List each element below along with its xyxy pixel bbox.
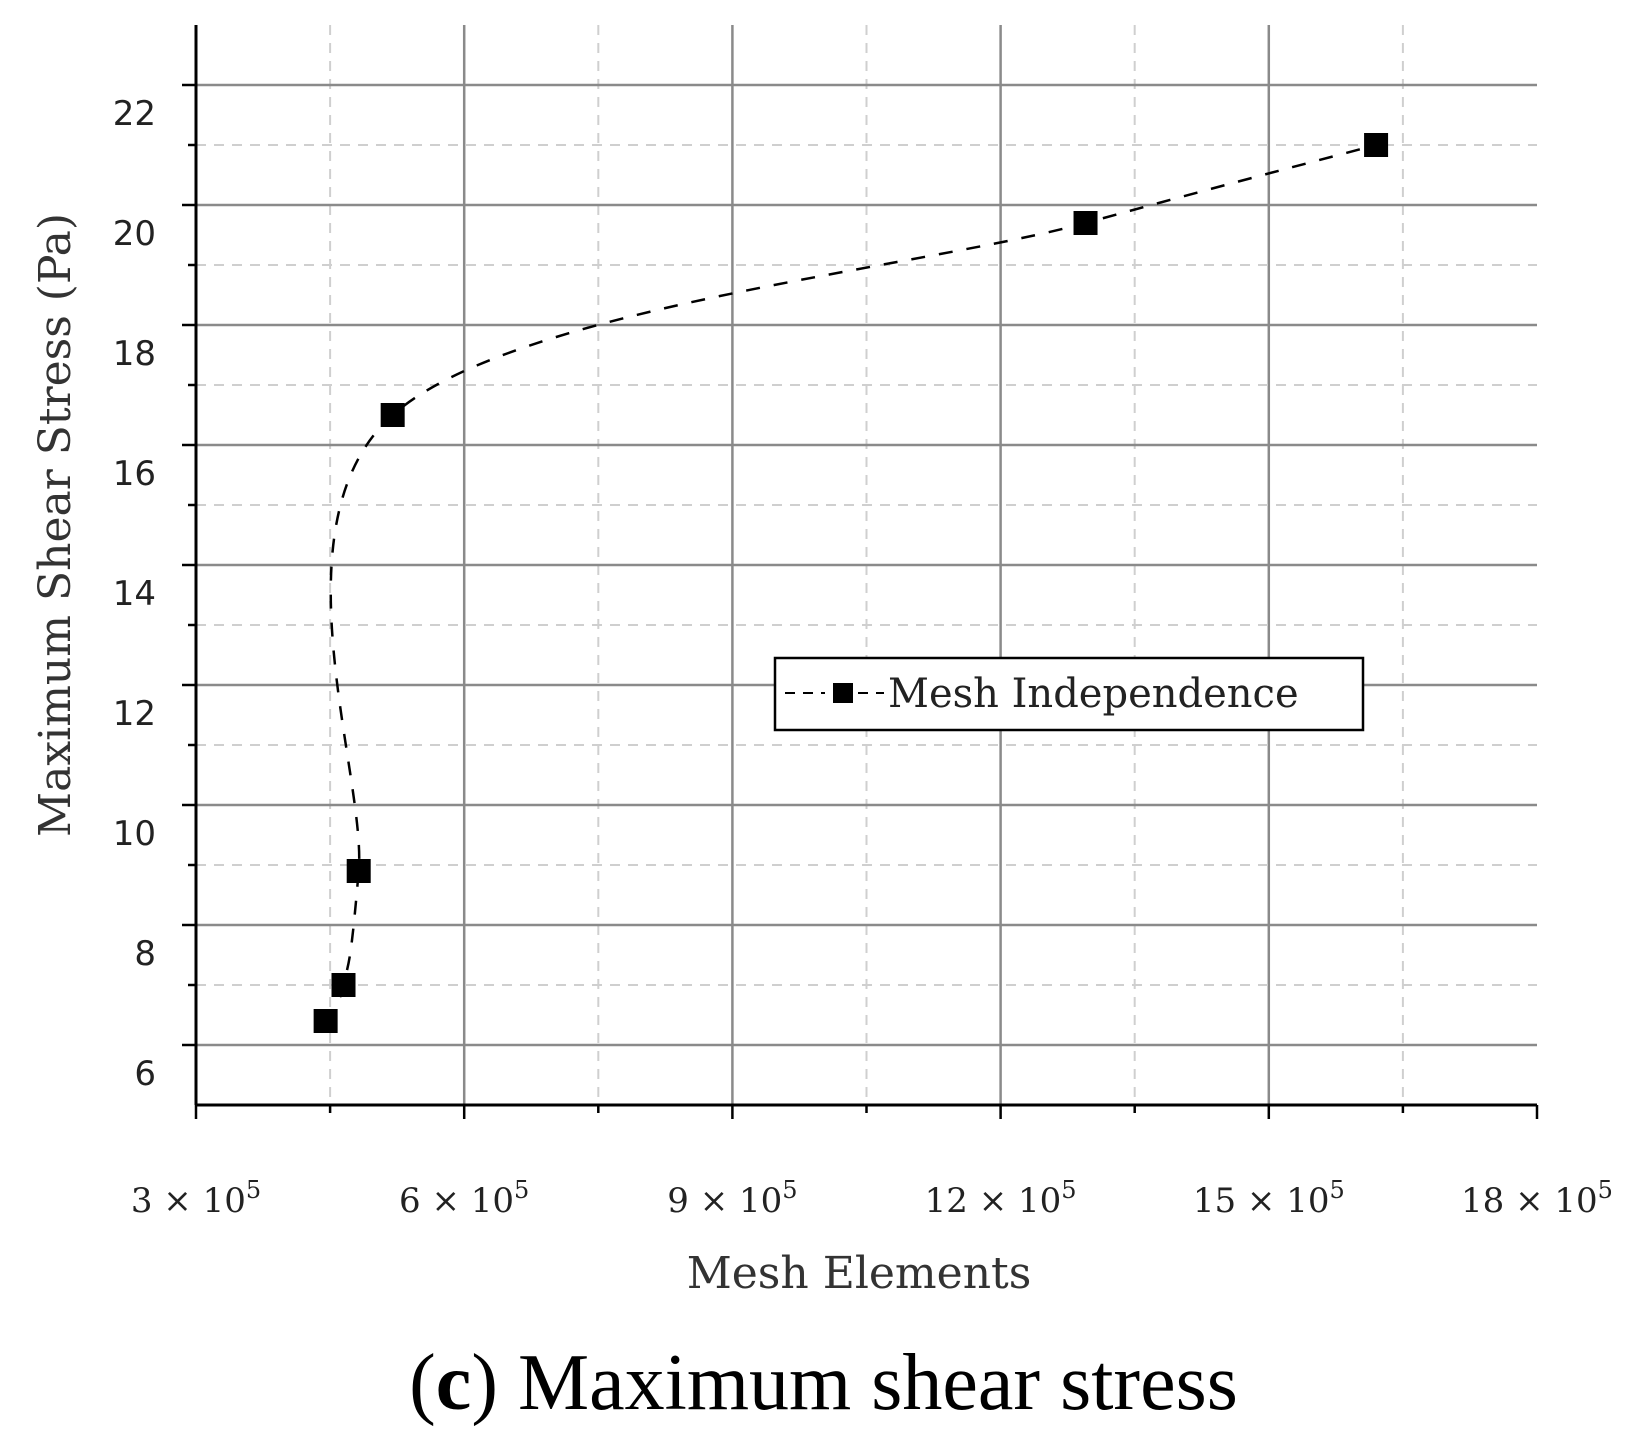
data-point-marker	[1073, 211, 1098, 235]
chart: 6 8 10 12 14 16 18 20 22 3 × 105 6 × 105 9 × 105 12…	[30, 25, 1613, 1299]
series-line	[324, 143, 1377, 1022]
y-axis-title: Maximum Shear Stress (Pa)	[30, 213, 81, 837]
x-tick-label: 6 × 105	[399, 1176, 529, 1221]
x-axis-title: Mesh Elements	[687, 1248, 1032, 1299]
y-tick-label: 14	[113, 574, 156, 614]
caption-text: Maximum shear stress	[497, 1339, 1238, 1427]
x-tick-label: 18 × 105	[1461, 1176, 1613, 1221]
axes	[182, 25, 1539, 1119]
y-tick-label: 12	[113, 694, 156, 734]
y-tick-label: 8	[134, 934, 156, 974]
y-tick-label: 16	[113, 454, 156, 494]
x-tick-labels: 3 × 105 6 × 105 9 × 105 12 × 105 15 × 105 18 …	[131, 1176, 1613, 1221]
figure-caption: (c) Maximum shear stress	[409, 1339, 1238, 1427]
x-tick-label: 3 × 105	[131, 1176, 261, 1221]
series	[313, 133, 1389, 1033]
x-tick-label: 9 × 105	[667, 1176, 797, 1221]
legend-box	[773, 656, 1365, 732]
data-point-marker	[346, 859, 371, 883]
legend-marker	[833, 683, 853, 703]
x-tick-label: 12 × 105	[925, 1176, 1077, 1221]
data-point-marker	[1364, 133, 1389, 157]
y-tick-label: 6	[134, 1054, 156, 1094]
legend: Mesh Independence	[773, 656, 1365, 732]
caption-letter: c	[435, 1339, 472, 1427]
y-tick-label: 20	[113, 214, 156, 254]
grid	[196, 25, 1537, 1105]
data-point-marker	[380, 403, 405, 427]
data-point-marker	[331, 973, 356, 997]
y-tick-labels: 6 8 10 12 14 16 18 20 22	[113, 94, 156, 1094]
x-tick-label: 15 × 105	[1193, 1176, 1345, 1221]
y-tick-label: 18	[113, 334, 156, 374]
y-tick-label: 22	[113, 94, 156, 134]
y-tick-label: 10	[113, 814, 156, 854]
legend-label: Mesh Independence	[888, 671, 1299, 717]
data-point-marker	[313, 1009, 338, 1033]
